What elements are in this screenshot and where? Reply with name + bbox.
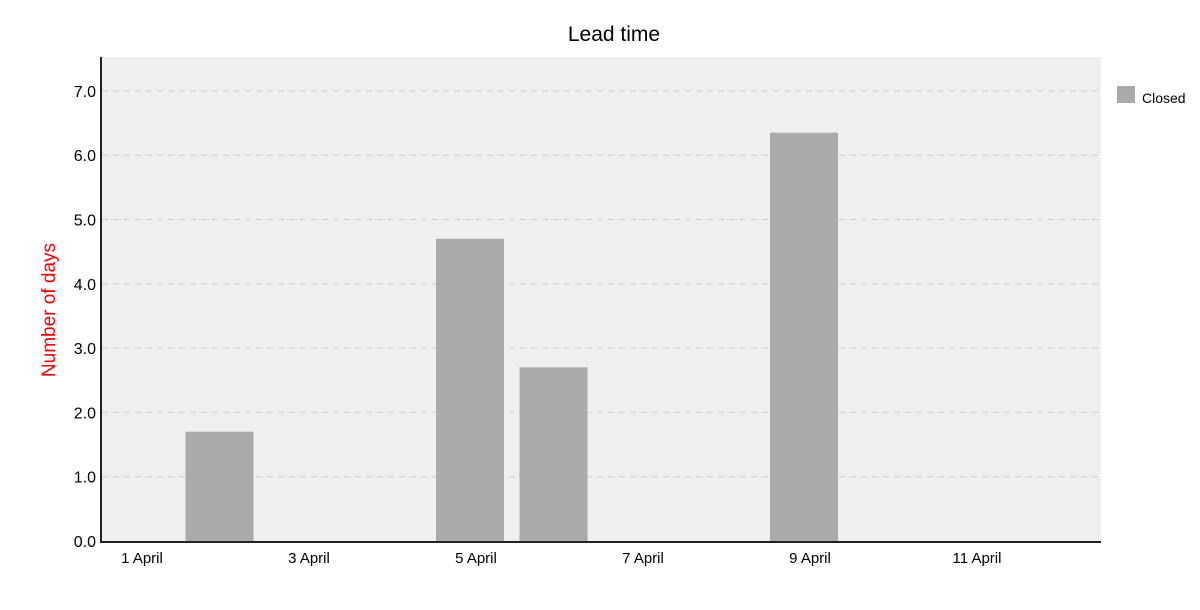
- bar: [770, 132, 838, 541]
- x-tick-label: 5 April: [455, 550, 497, 567]
- y-tick-label: 7.0: [74, 84, 96, 101]
- y-tick-label: 1.0: [74, 470, 96, 487]
- y-tick-label: 0.0: [74, 534, 96, 551]
- chart-title: Lead time: [568, 23, 660, 46]
- x-tick-label: 1 April: [121, 550, 163, 567]
- y-tick-label: 6.0: [74, 148, 96, 165]
- legend: Closed: [1117, 86, 1186, 106]
- plot-area: [101, 57, 1101, 541]
- legend-swatch-closed: [1117, 86, 1135, 103]
- x-tick-label: 3 April: [288, 550, 330, 567]
- y-tick-label: 4.0: [74, 277, 96, 294]
- y-tick-label: 3.0: [74, 341, 96, 358]
- bar: [436, 238, 504, 542]
- y-tick-label: 2.0: [74, 405, 96, 422]
- y-axis-label: Number of days: [39, 243, 60, 377]
- y-tick-label: 5.0: [74, 213, 96, 230]
- x-tick-label: 11 April: [953, 550, 1002, 567]
- x-tick-label: 7 April: [622, 550, 664, 567]
- legend-label-closed: Closed: [1142, 90, 1186, 106]
- x-tick-label: 9 April: [789, 550, 831, 567]
- bar: [185, 431, 254, 541]
- bar: [519, 367, 588, 541]
